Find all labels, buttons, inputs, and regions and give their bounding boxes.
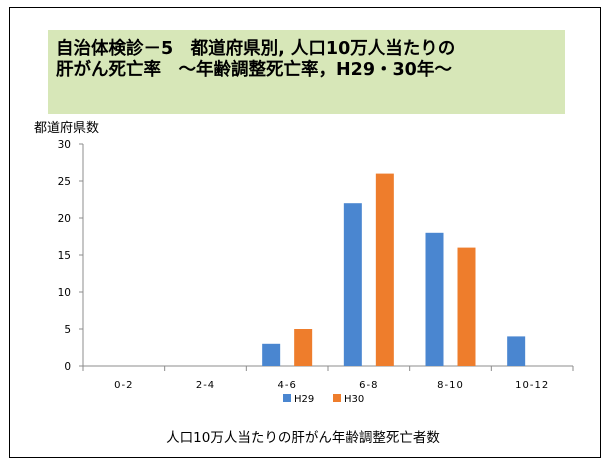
y-tick-label: 5 <box>64 324 71 336</box>
y-tick-label: 15 <box>58 250 71 262</box>
bar-h30-8-10 <box>457 247 476 366</box>
title-line-1: 自治体検診－5 都道府県別, 人口10万人当たりの <box>56 39 456 59</box>
legend-swatch-h30 <box>333 394 341 402</box>
legend-swatch-h29 <box>283 394 291 402</box>
title-line-2: 肝がん死亡率 ～年齢調整死亡率，H29・30年～ <box>56 60 452 80</box>
page-title: 自治体検診－5 都道府県別, 人口10万人当たりの 肝がん死亡率 ～年齢調整死亡… <box>56 39 566 81</box>
legend-label-h30: H30 <box>344 394 364 405</box>
y-tick-label: 20 <box>58 213 71 225</box>
y-tick-label: 10 <box>58 287 71 299</box>
x-tick-label: 0-2 <box>114 380 133 391</box>
y-tick-label: 0 <box>64 361 71 373</box>
bar-h29-6-8 <box>343 203 362 366</box>
bar-h30-6-8 <box>375 173 394 366</box>
x-tick-label: 6-8 <box>359 380 378 391</box>
chart-bars <box>262 173 526 366</box>
bar-h29-10-12 <box>507 336 526 366</box>
y-tick-label: 25 <box>58 176 71 188</box>
x-tick-label: 8-10 <box>437 380 464 391</box>
bar-h29-4-6 <box>262 343 281 366</box>
chart-axes <box>79 143 574 371</box>
bar-h29-8-10 <box>425 232 444 366</box>
y-tick-label: 30 <box>58 139 71 151</box>
x-tick-label: 4-6 <box>277 380 296 391</box>
chart-labels: 0 5 10 15 20 25 30 0-2 2-4 4-6 6-8 8-10 10-12 都道府県数 H2… <box>34 121 549 446</box>
bar-h30-4-6 <box>294 329 313 366</box>
x-tick-label: 10-12 <box>515 380 549 391</box>
title-banner <box>48 30 565 114</box>
y-axis-label: 都道府県数 <box>34 121 99 136</box>
x-axis-label: 人口10万人当たりの肝がん年齢調整死亡者数 <box>166 430 440 446</box>
legend-label-h29: H29 <box>294 394 314 405</box>
x-tick-label: 2-4 <box>196 380 215 391</box>
